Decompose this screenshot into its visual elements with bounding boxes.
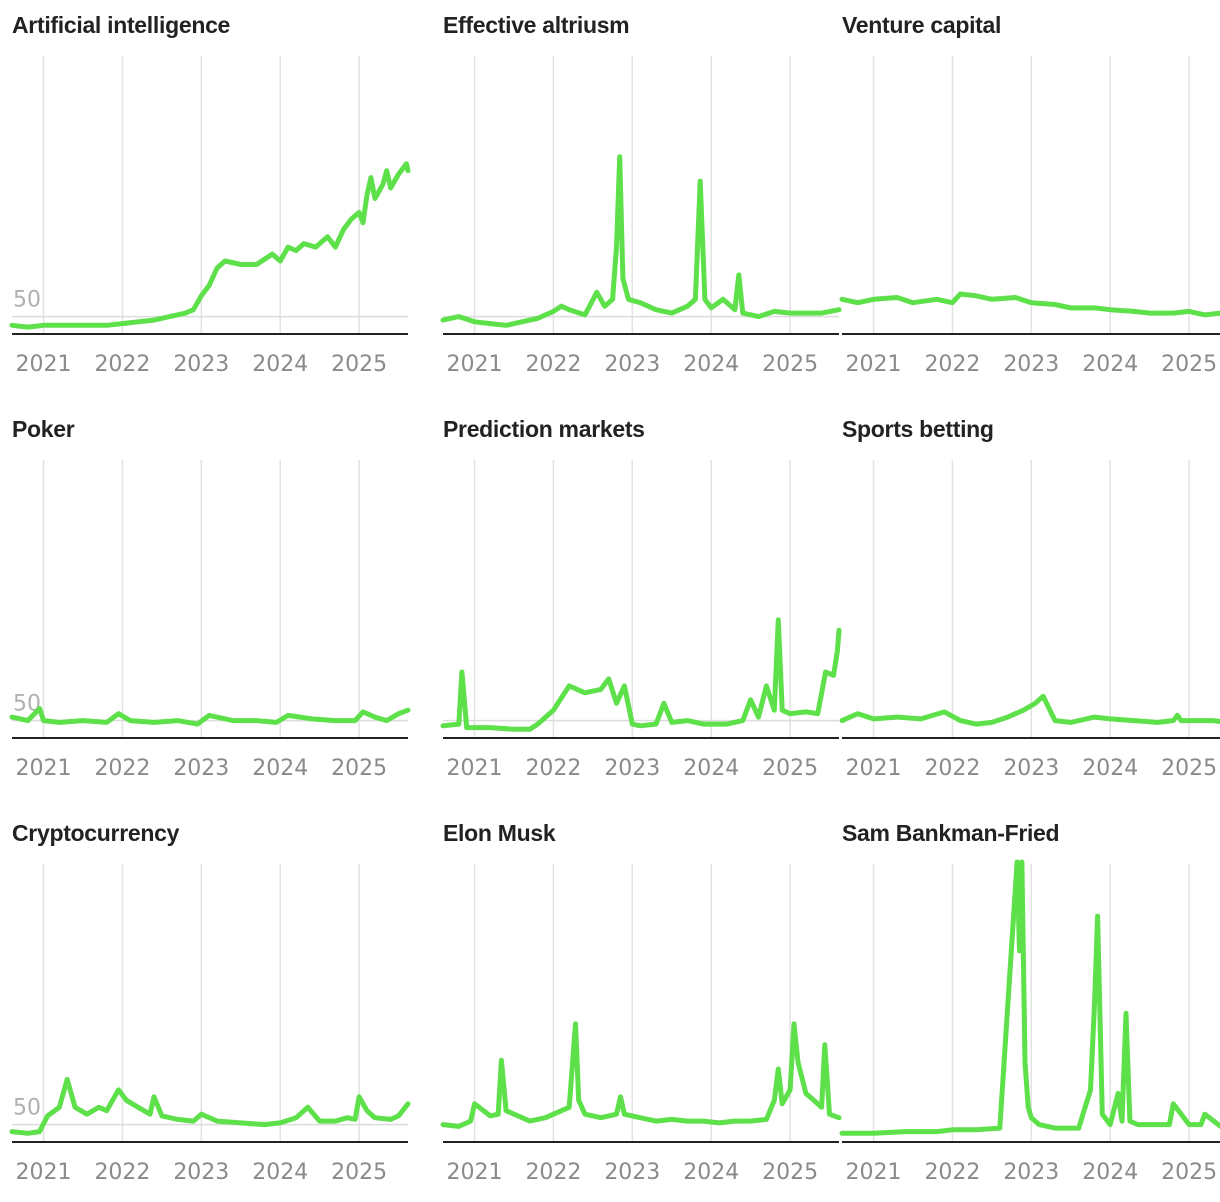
series-line	[9, 706, 411, 727]
series-line	[839, 291, 1220, 318]
chart-title: Venture capital	[842, 12, 1002, 38]
chart-title: Artificial intelligence	[12, 12, 231, 38]
chart-svg: 2021 2022 2023 2024 2025	[839, 460, 1220, 781]
chart-title: Sam Bankman-Fried	[842, 820, 1060, 846]
chart-title: Poker	[12, 416, 75, 442]
chart-svg: 2021 2022 2023 2024 2025	[839, 56, 1220, 377]
x-tick-label: 2024	[1082, 756, 1138, 781]
x-tick-label: 2021	[16, 352, 72, 377]
series-line	[440, 1021, 842, 1129]
reference-line-label: 50	[13, 288, 41, 313]
x-tick-label: 2022	[94, 1160, 150, 1185]
x-tick-label: 2022	[525, 756, 581, 781]
x-tick-label: 2021	[846, 352, 902, 377]
x-tick-label: 2025	[1161, 352, 1217, 377]
series-line	[9, 1076, 411, 1136]
x-tick-label: 2024	[252, 756, 308, 781]
series-line	[839, 693, 1220, 727]
chart-panel-elon-musk: Elon Musk 2021 2022 2023 2024 2025	[440, 808, 843, 1198]
x-tick-label: 2021	[447, 1160, 503, 1185]
series-line	[440, 154, 842, 328]
x-tick-label: 2023	[604, 352, 660, 377]
x-tick-label: 2022	[94, 756, 150, 781]
x-tick-label: 2021	[846, 1160, 902, 1185]
chart-title: Sports betting	[842, 416, 994, 442]
series-line	[839, 859, 1220, 1136]
x-tick-label: 2021	[447, 756, 503, 781]
chart-panel-cryptocurrency: Cryptocurrency 2021 2022 2023 2024 2025 50	[9, 808, 412, 1198]
x-tick-label: 2023	[173, 352, 229, 377]
x-tick-label: 2024	[683, 1160, 739, 1185]
x-tick-label: 2024	[683, 756, 739, 781]
x-tick-label: 2023	[1003, 352, 1059, 377]
chart-title: Prediction markets	[443, 416, 645, 442]
x-tick-label: 2022	[525, 1160, 581, 1185]
chart-panel-sam-bankman-fried: Sam Bankman-Fried 2021 2022 2023 2024 2025	[839, 808, 1220, 1198]
chart-svg: 2021 2022 2023 2024 2025 50	[9, 864, 411, 1185]
x-tick-label: 2024	[683, 352, 739, 377]
x-tick-label: 2025	[762, 352, 818, 377]
x-tick-label: 2025	[331, 756, 387, 781]
chart-panel-effective-altriusm: Effective altriusm 2021 2022 2023 2024 2025	[440, 0, 843, 390]
x-tick-label: 2022	[94, 352, 150, 377]
x-tick-label: 2024	[1082, 1160, 1138, 1185]
x-tick-label: 2022	[525, 352, 581, 377]
x-tick-label: 2023	[604, 756, 660, 781]
chart-svg: 2021 2022 2023 2024 2025	[440, 864, 842, 1185]
x-tick-label: 2025	[1161, 756, 1217, 781]
chart-title: Effective altriusm	[443, 12, 630, 38]
x-tick-label: 2025	[762, 1160, 818, 1185]
chart-panel-artificial-intelligence: Artificial intelligence 2021 2022 2023 2024…	[9, 0, 412, 390]
x-tick-label: 2024	[252, 352, 308, 377]
reference-line-label: 50	[13, 1096, 41, 1121]
x-tick-label: 2025	[331, 352, 387, 377]
x-tick-label: 2023	[604, 1160, 660, 1185]
x-tick-label: 2025	[1161, 1160, 1217, 1185]
chart-svg: 2021 2022 2023 2024 2025 50	[9, 56, 411, 377]
chart-svg: 2021 2022 2023 2024 2025	[440, 460, 842, 781]
x-tick-label: 2025	[331, 1160, 387, 1185]
chart-svg: 2021 2022 2023 2024 2025	[440, 56, 842, 377]
x-tick-label: 2021	[16, 1160, 72, 1185]
x-tick-label: 2023	[1003, 1160, 1059, 1185]
series-line	[9, 161, 411, 330]
x-tick-label: 2021	[447, 352, 503, 377]
series-line	[440, 617, 842, 732]
x-tick-label: 2024	[252, 1160, 308, 1185]
chart-panel-prediction-markets: Prediction markets 2021 2022 2023 2024 2025	[440, 404, 843, 794]
x-tick-label: 2025	[762, 756, 818, 781]
x-tick-label: 2023	[1003, 756, 1059, 781]
x-tick-label: 2022	[924, 756, 980, 781]
x-tick-label: 2021	[846, 756, 902, 781]
x-tick-label: 2022	[924, 352, 980, 377]
chart-panel-sports-betting: Sports betting 2021 2022 2023 2024 2025	[839, 404, 1220, 794]
chart-panel-poker: Poker 2021 2022 2023 2024 2025 50	[9, 404, 412, 794]
x-tick-label: 2022	[924, 1160, 980, 1185]
x-tick-label: 2024	[1082, 352, 1138, 377]
chart-title: Cryptocurrency	[12, 820, 180, 846]
chart-panel-venture-capital: Venture capital 2021 2022 2023 2024 2025	[839, 0, 1220, 390]
chart-svg: 2021 2022 2023 2024 2025	[839, 859, 1220, 1185]
x-tick-label: 2021	[16, 756, 72, 781]
chart-title: Elon Musk	[443, 820, 556, 846]
x-tick-label: 2023	[173, 1160, 229, 1185]
x-tick-label: 2023	[173, 756, 229, 781]
